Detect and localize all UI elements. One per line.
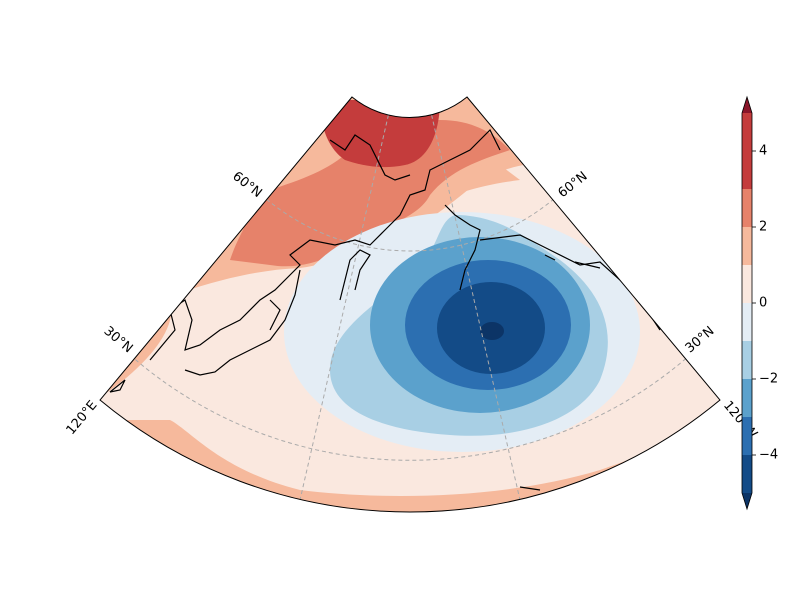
field-band [480, 322, 504, 340]
map-frame [99, 96, 721, 513]
colorbar-band [742, 227, 752, 265]
coastline [109, 128, 661, 491]
graticule-label: 60°N [229, 169, 264, 201]
colorbar-extend [742, 493, 752, 509]
colorbar-band [742, 341, 752, 379]
graticule [129, 354, 691, 461]
colorbar-band [742, 113, 752, 189]
colorbar-extend [742, 97, 752, 113]
colorbar-band [742, 455, 752, 493]
graticule-label: 120°W [720, 398, 760, 442]
colorbar-band [742, 189, 752, 227]
colorbar-band [742, 303, 752, 341]
colorbar-band [742, 379, 752, 417]
colorbar-band [742, 265, 752, 303]
graticule-label: 120°E [64, 398, 101, 438]
colorbar-band [742, 417, 752, 455]
graticule-label: 30°N [683, 324, 718, 357]
colorbar-tick-label: 2 [759, 220, 767, 235]
colorbar-frame [741, 95, 753, 511]
graticule-label: 60°N [555, 169, 590, 201]
graticule-label: 30°N [101, 324, 136, 357]
colorbar-tick-label: 4 [759, 144, 767, 159]
colorbar-tick-label: −2 [759, 372, 778, 387]
map-field [100, 97, 720, 513]
colorbar-tick-label: 0 [759, 296, 767, 311]
graticule [255, 189, 565, 252]
colorbar: −4 −2 0 2 4 [741, 95, 778, 511]
colorbar-tick-label: −4 [759, 448, 778, 463]
